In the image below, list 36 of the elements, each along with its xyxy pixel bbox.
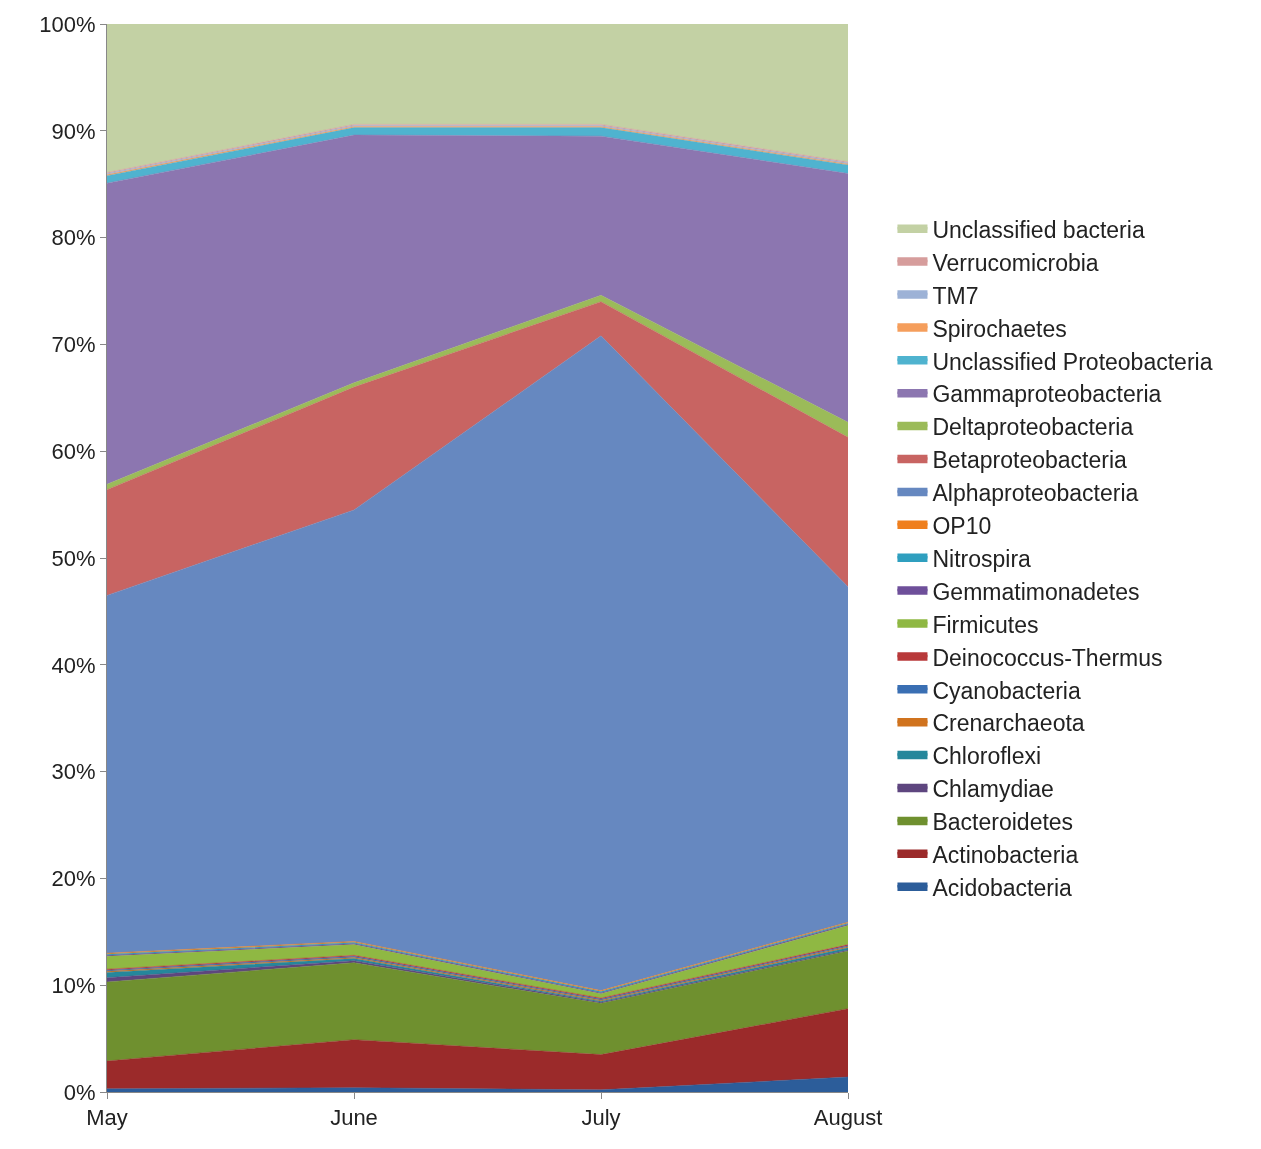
legend-label: TM7: [932, 282, 979, 309]
y-tick-label: 20%: [51, 866, 96, 892]
legend-label: Nitrospira: [932, 545, 1032, 572]
legend-label: Betaproteobacteria: [932, 447, 1128, 474]
y-tick-label: 100%: [39, 11, 96, 37]
legend-label: Alphaproteobacteria: [932, 480, 1139, 507]
y-tick-label: 60%: [51, 438, 96, 464]
y-tick-label: 10%: [51, 972, 96, 998]
y-tick-label: 80%: [51, 225, 96, 251]
x-tick-label: August: [813, 1105, 883, 1131]
legend-label: Acidobacteria: [932, 874, 1073, 901]
y-tick-label: 90%: [51, 118, 96, 144]
legend-label: Gemmatimonadetes: [932, 578, 1140, 605]
x-tick-label: July: [581, 1105, 621, 1131]
legend-label: Chlamydiae: [932, 776, 1054, 803]
x-tick-label: June: [330, 1105, 378, 1131]
legend-label: Verrucomicrobia: [932, 249, 1099, 276]
legend-label: Bacteroidetes: [932, 809, 1074, 836]
legend-label: Spirochaetes: [932, 315, 1067, 342]
legend-label: Actinobacteria: [932, 842, 1079, 869]
legend-label: Deltaproteobacteria: [932, 414, 1134, 441]
y-tick-label: 40%: [51, 652, 96, 678]
legend-label: Deinococcus-Thermus: [932, 644, 1163, 671]
y-tick-label: 0%: [63, 1079, 96, 1105]
legend-label: Cyanobacteria: [932, 677, 1081, 704]
legend-label: Unclassified Proteobacteria: [932, 348, 1213, 375]
legend-label: Firmicutes: [932, 611, 1039, 638]
y-tick-label: 50%: [51, 545, 96, 571]
legend-label: OP10: [932, 513, 992, 540]
legend-label: Gammaproteobacteria: [932, 381, 1162, 408]
legend-label: Chloroflexi: [932, 743, 1042, 770]
y-tick-label: 70%: [51, 332, 96, 358]
y-tick-label: 30%: [51, 759, 96, 785]
legend-label: Unclassified bacteria: [932, 216, 1145, 243]
legend-label: Crenarchaeota: [932, 710, 1085, 737]
x-tick-label: May: [86, 1105, 128, 1131]
